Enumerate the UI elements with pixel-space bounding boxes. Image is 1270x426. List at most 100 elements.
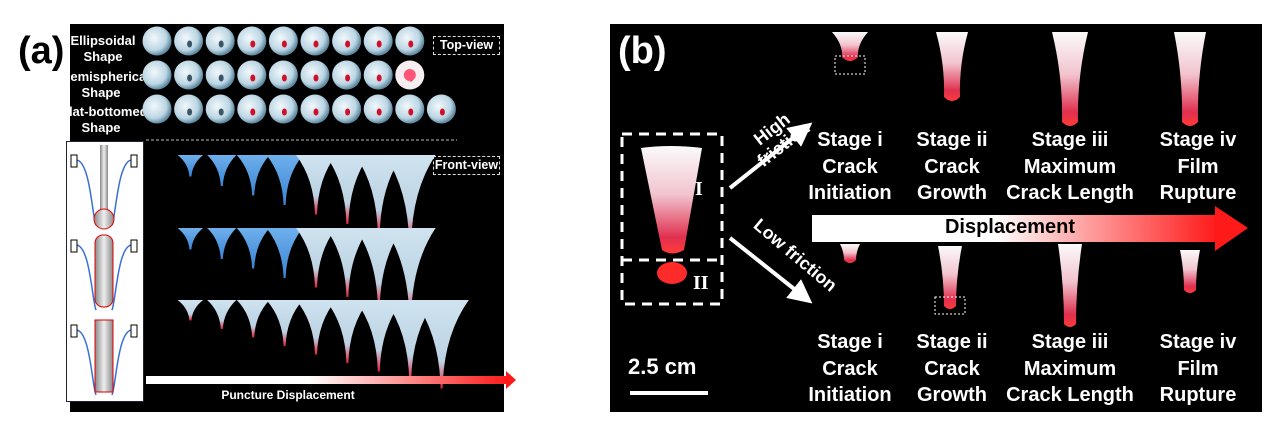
stage-label-line: Stage iv [1159,129,1237,151]
puncture-mark [345,40,351,48]
scale-bar-label: 2.5 cm [628,354,697,379]
stage-label: Stage iii Maximum Crack Length [1005,127,1135,207]
rupture-spot [403,69,416,81]
stage-label-line: Film [1177,155,1219,178]
stage-label-line: Crack [924,357,980,380]
puncture-mark [408,108,414,116]
panel-a-label: (a) [18,30,65,72]
stage-label: Stage ii Crack Growth [887,127,1017,207]
stage-label-line: Stage ii [916,331,988,353]
high-friction-sample [1052,32,1088,126]
front-view-funnel [236,300,270,338]
puncture-mark [187,40,193,48]
low-friction-sample [1180,250,1200,293]
stage-label-line: Crack Length [1006,182,1134,204]
row-label-line: Hemispherical [61,69,150,84]
puncture-mark [439,108,445,116]
puncture-mark [313,108,319,116]
stage-label-line: Film [1177,357,1219,380]
puncture-mark [218,108,224,116]
row-label-line: Ellipsoidal [70,33,136,48]
puncture-mark [250,40,256,48]
clamp-icon [130,324,138,338]
stage-label-line: Crack [924,155,980,178]
puncture-mark [250,74,256,82]
front-view-funnel [384,155,436,243]
front-view-funnel [177,155,204,177]
stage-label-line: Stage iv [1159,331,1237,353]
high-friction-sample [1174,32,1206,126]
puncture-mark [345,108,351,116]
puncture-mark [281,40,287,48]
high-friction-sample [936,32,968,101]
row-label-line: Shape [81,120,121,135]
row-label-flat-bottomed: Flat-bottomed Shape [61,104,148,136]
stage-label-line: Growth [917,384,987,406]
probe-rod [94,234,114,308]
stage-label-line: Maximum [1023,155,1117,178]
stage-label-line: Initiation [808,384,892,406]
top-view-sample [142,60,172,90]
puncture-mark [313,74,319,82]
stage-label-line: Maximum [1023,357,1117,380]
puncture-displacement-arrow [146,371,516,389]
puncture-mark [376,74,382,82]
membrane-line [75,244,133,311]
sample-region-box [620,132,724,306]
crack-highlight-box [934,296,966,315]
row-label-line: Shape [81,85,121,100]
front-view-funnel [414,300,469,389]
stage-label: Stage i Crack Initiation [785,127,915,207]
front-view-funnel [177,228,204,250]
stage-label-line: Stage ii [916,129,988,151]
stage-label: Stage iii Maximum Crack Length [1005,329,1135,409]
puncture-mark [187,74,193,82]
front-view-funnel [325,155,370,224]
puncture-mark [218,40,224,48]
front-view-funnel [325,300,370,363]
front-view-funnel [266,155,303,205]
stage-label-line: Stage i [817,129,883,151]
stage-label-line: Stage i [817,331,883,353]
puncture-mark [376,40,382,48]
low-friction-sample [1058,244,1082,327]
stage-label: Stage ii Crack Growth [887,329,1017,409]
front-view-funnel [207,300,237,329]
front-view-funnel [325,228,370,297]
high-friction-sample [832,32,868,61]
probe-rod [94,319,114,393]
stage-label: Stage i Crack Initiation [785,329,915,409]
front-view-funnel [177,300,204,321]
low-friction-sample [938,246,962,309]
low-friction-arrow [728,236,813,304]
clamp-icon [70,324,78,338]
stage-label-line: Stage iii [1031,129,1109,151]
front-view-funnel [296,155,336,215]
front-view-funnel [207,228,237,259]
displacement-arrow [812,206,1248,251]
row-label-hemispherical: Hemispherical Shape [61,69,150,101]
row-label-ellipsoidal: Ellipsoidal Shape [63,33,143,65]
puncture-mark [345,74,351,82]
front-view-funnel [355,228,403,307]
front-view-funnel [266,228,303,278]
clamp-icon [70,239,78,253]
probe-tip [93,208,115,230]
clamp-icon [70,154,78,168]
puncture-mark [376,108,382,116]
puncture-mark [281,74,287,82]
displacement-label: Displacement [944,216,1076,238]
top-view-sample [142,26,172,56]
front-view-funnel [236,228,270,269]
panel-b-label: (b) [618,30,667,72]
stage-label-line: Growth [917,182,987,204]
stage-label-line: Crack [822,155,878,178]
clamp-icon [130,239,138,253]
stage-label-line: Crack Length [1006,384,1134,406]
top-view-sample [142,94,172,124]
puncture-mark [408,40,414,48]
front-view-funnel [355,300,403,372]
puncture-mark [250,108,256,116]
